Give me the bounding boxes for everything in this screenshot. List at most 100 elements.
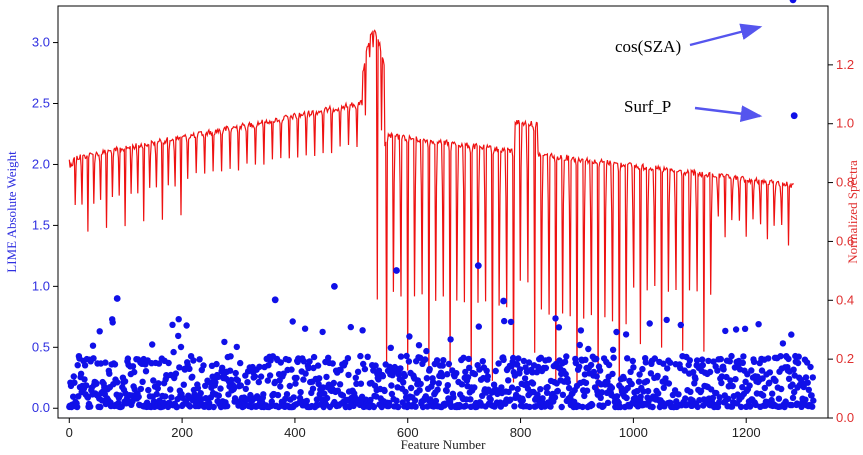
- scatter-point: [360, 360, 367, 368]
- scatter-point: [114, 379, 121, 386]
- scatter-point: [330, 379, 337, 387]
- scatter-point: [226, 367, 234, 374]
- scatter-point: [323, 373, 330, 381]
- scatter-point: [395, 371, 402, 378]
- scatter-point-notable: [789, 0, 797, 4]
- scatter-point: [221, 338, 228, 346]
- scatter-point: [732, 326, 740, 333]
- scatter-point: [747, 403, 754, 410]
- scatter-point: [217, 385, 224, 392]
- x-tick-label: 1000: [619, 425, 648, 440]
- scatter-point: [561, 358, 569, 366]
- scatter-point: [106, 370, 113, 377]
- scatter-point: [690, 369, 697, 376]
- scatter-point: [429, 379, 437, 386]
- scatter-point: [397, 365, 404, 372]
- scatter-point: [741, 325, 749, 332]
- scatter-point: [529, 380, 537, 387]
- scatter-point: [759, 375, 766, 382]
- scatter-point: [336, 381, 344, 388]
- scatter-point: [323, 394, 331, 402]
- scatter-point: [196, 356, 203, 363]
- scatter-point: [651, 355, 658, 362]
- scatter-point: [190, 357, 197, 364]
- scatter-point: [608, 384, 616, 392]
- scatter-point: [516, 366, 524, 373]
- scatter-point: [319, 384, 327, 391]
- scatter-point: [644, 387, 652, 395]
- scatter-point: [789, 381, 796, 388]
- scatter-point: [274, 391, 282, 399]
- scatter-point: [785, 375, 793, 382]
- scatter-point: [154, 385, 161, 392]
- scatter-point: [802, 396, 809, 403]
- scatter-point: [230, 385, 238, 392]
- scatter-point: [302, 370, 309, 377]
- scatter-point: [714, 367, 721, 374]
- scatter-point: [665, 380, 673, 387]
- scatter-point: [492, 367, 499, 375]
- annotation-arrow: [689, 23, 763, 47]
- scatter-point: [495, 360, 502, 367]
- scatter-point: [604, 399, 612, 406]
- scatter-point: [432, 397, 440, 405]
- scatter-point: [227, 353, 234, 360]
- scatter-point: [165, 359, 172, 367]
- scatter-point: [89, 342, 97, 349]
- scatter-point: [537, 386, 544, 393]
- scatter-point: [772, 377, 779, 384]
- scatter-point: [423, 375, 431, 382]
- spectrum-layer: [68, 29, 794, 392]
- scatter-point: [177, 343, 185, 351]
- scatter-point: [587, 361, 595, 369]
- scatter-point: [729, 382, 736, 390]
- scatter-point: [292, 380, 299, 387]
- scatter-point: [629, 357, 636, 365]
- scatter-point: [257, 373, 265, 380]
- scatter-point: [593, 373, 600, 380]
- scatter-point: [256, 363, 263, 370]
- scatter-point: [803, 359, 811, 366]
- scatter-point: [142, 368, 150, 375]
- scatter-point: [635, 378, 643, 385]
- scatter-point: [642, 359, 649, 366]
- scatter-point: [692, 375, 699, 383]
- scatter-layer: [66, 0, 817, 411]
- scatter-point: [710, 358, 717, 365]
- y-left-tick-label: 3.0: [32, 35, 50, 50]
- scatter-point: [742, 378, 749, 385]
- scatter-point: [613, 328, 620, 336]
- scatter-point: [727, 377, 734, 384]
- scatter-point: [717, 355, 724, 363]
- scatter-point: [337, 366, 344, 374]
- y-left-tick-label: 2.0: [32, 156, 50, 171]
- scatter-point: [681, 367, 688, 374]
- scatter-point: [381, 387, 388, 395]
- scatter-point: [551, 394, 559, 401]
- scatter-point: [285, 356, 292, 364]
- scatter-point: [508, 384, 516, 391]
- scatter-point: [286, 382, 293, 390]
- scatter-point: [791, 388, 798, 396]
- scatter-point: [545, 356, 552, 363]
- scatter-point: [605, 361, 613, 369]
- scatter-point: [639, 365, 646, 373]
- scatter-point: [628, 380, 635, 388]
- scatter-point: [697, 387, 705, 395]
- scatter-point: [687, 388, 694, 395]
- scatter-point: [660, 384, 667, 391]
- scatter-point: [450, 394, 457, 401]
- scatter-point: [782, 398, 789, 405]
- scatter-point: [563, 353, 570, 360]
- scatter-point: [465, 355, 472, 363]
- scatter-point: [237, 359, 244, 367]
- scatter-point: [655, 390, 662, 397]
- scatter-point: [515, 355, 522, 362]
- scatter-point: [802, 374, 810, 381]
- scatter-point: [352, 374, 359, 381]
- scatter-point-notable: [331, 283, 338, 290]
- x-tick-label: 200: [171, 425, 193, 440]
- scatter-point: [460, 354, 467, 361]
- scatter-point: [401, 372, 409, 380]
- scatter-point: [422, 356, 429, 363]
